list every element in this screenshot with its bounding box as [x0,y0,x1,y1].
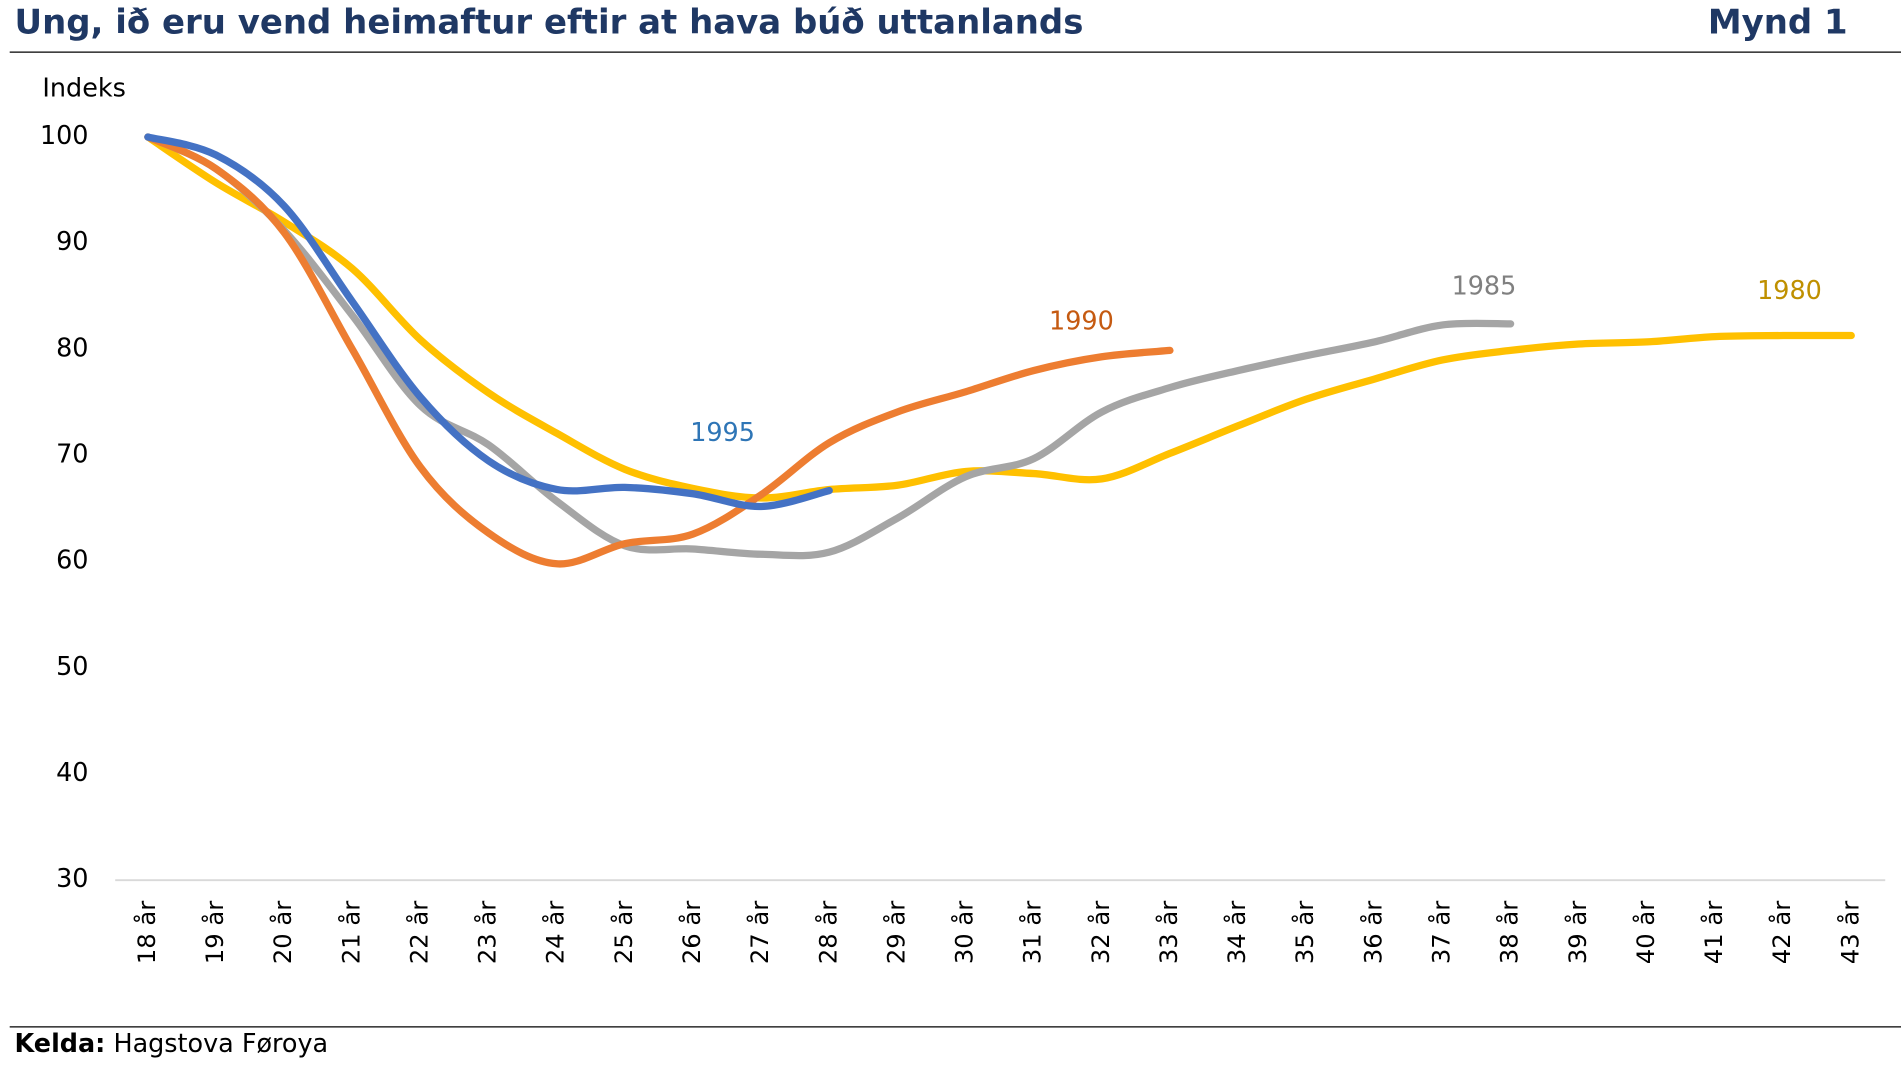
x-tick-label: 25 år [609,901,638,964]
x-tick-label: 36 år [1358,901,1387,964]
y-tick-label: 80 [56,333,88,363]
series-line [144,133,833,511]
x-tick-label: 19 år [200,901,229,964]
y-tick-label: 30 [56,864,88,894]
series-line [144,133,1515,560]
y-tick-label: 100 [40,121,89,151]
x-tick-label: 39 år [1563,901,1592,964]
y-axis-label: Indeks [42,74,125,104]
y-tick-label: 50 [56,652,88,682]
x-tick-label: 30 år [950,901,979,964]
x-tick-label: 21 år [336,901,365,964]
series-label: 1980 [1757,276,1822,306]
x-tick-label: 40 år [1631,901,1660,964]
y-tick-label: 40 [56,758,88,788]
series-label: 1985 [1452,271,1517,301]
x-tick-label: 43 år [1835,901,1864,964]
x-tick-label: 34 år [1222,901,1251,964]
x-tick-label: 28 år [813,901,842,964]
x-tick-label: 42 år [1767,901,1796,964]
x-tick-label: 38 år [1495,901,1524,964]
x-tick-label: 18 år [132,901,161,964]
source: Kelda: Hagstova Føroya [15,1029,329,1059]
y-tick-label: 90 [56,227,88,257]
x-tick-label: 26 år [677,901,706,964]
x-tick-label: 33 år [1154,901,1183,964]
x-tick-label: 23 år [473,901,502,964]
series-label: 1995 [690,418,755,448]
x-tick-label: 41 år [1699,901,1728,964]
chart-title: Ung, ið eru vend heimaftur eftir at hava… [15,3,1084,43]
x-tick-label: 22 år [404,901,433,964]
x-tick-label: 35 år [1290,901,1319,964]
x-tick-label: 31 år [1018,901,1047,964]
x-tick-label: 20 år [268,901,297,964]
x-tick-label: 37 år [1426,901,1455,964]
x-tick-label: 27 år [745,901,774,964]
source-text: Hagstova Føroya [113,1029,328,1059]
y-tick-label: 70 [56,440,88,470]
x-tick-label: 24 år [541,901,570,964]
y-tick-label: 60 [56,546,88,576]
series-label: 1990 [1049,307,1114,337]
x-tick-label: 32 år [1086,901,1115,964]
source-label: Kelda: [15,1029,106,1059]
series-line [144,133,1174,568]
x-tick-label: 29 år [881,901,910,964]
figure-label: Mynd 1 [1708,3,1848,43]
